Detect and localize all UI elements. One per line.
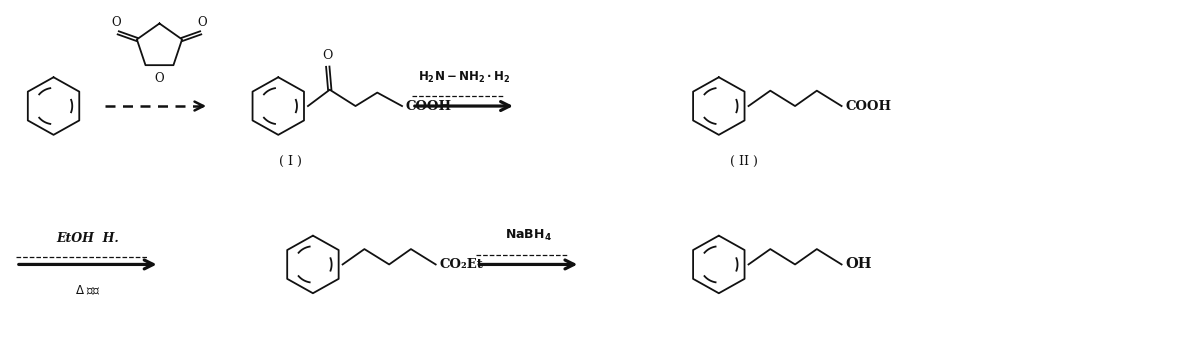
Text: CO₂Et: CO₂Et — [439, 258, 483, 271]
Text: COOH: COOH — [845, 100, 892, 112]
Text: ( II ): ( II ) — [730, 155, 757, 168]
Text: O: O — [154, 72, 164, 85]
Text: O: O — [323, 49, 334, 62]
Text: $\mathbf{H_2N-NH_2\cdot H_2}$: $\mathbf{H_2N-NH_2\cdot H_2}$ — [418, 70, 510, 85]
Text: EtOH  H.: EtOH H. — [57, 232, 119, 245]
Text: OH: OH — [845, 257, 872, 271]
Text: $\mathbf{NaBH_4}$: $\mathbf{NaBH_4}$ — [504, 228, 551, 243]
Text: O: O — [112, 16, 122, 29]
Text: COOH: COOH — [406, 100, 453, 112]
Text: $\Delta$ 催化: $\Delta$ 催化 — [75, 284, 101, 297]
Text: ( I ): ( I ) — [278, 155, 301, 168]
Text: O: O — [197, 16, 207, 29]
